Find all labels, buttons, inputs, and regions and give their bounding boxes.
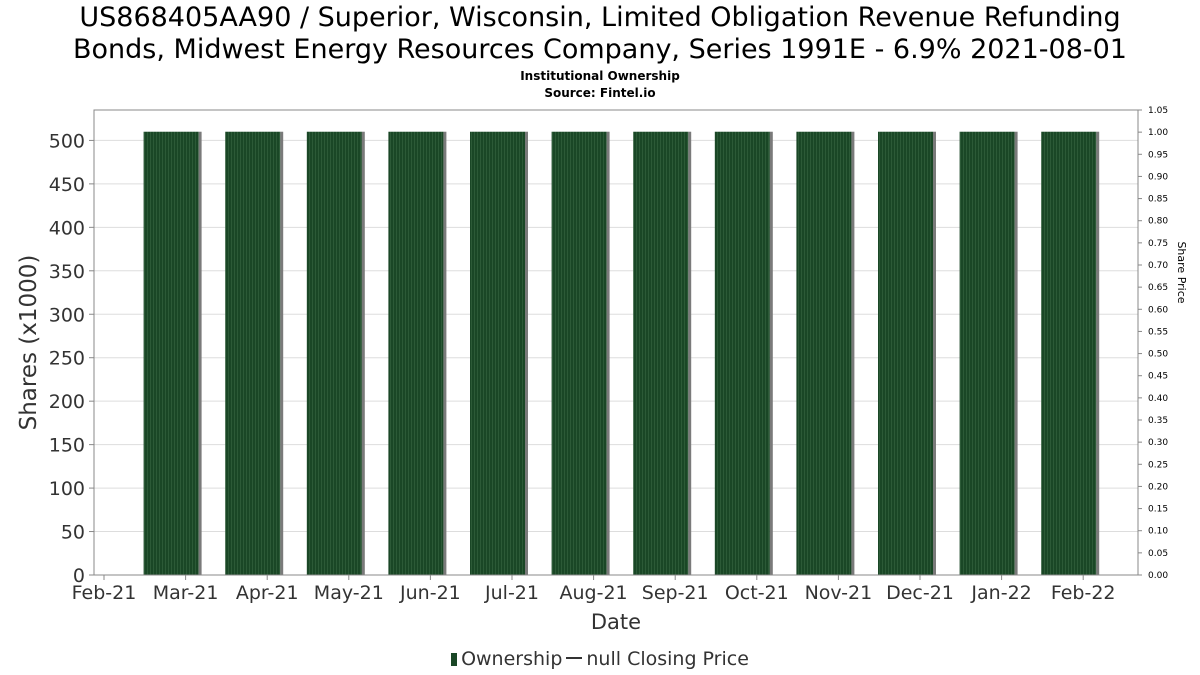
legend-ownership-label: Ownership [461,648,563,670]
y2-tick-label: 0.55 [1148,327,1168,337]
y2-tick-label: 0.05 [1148,549,1168,559]
y2-tick-label: 0.80 [1148,217,1168,227]
ownership-bar [388,131,444,575]
ownership-bar [714,131,770,575]
chart-source: Source: Fintel.io [544,86,656,100]
chart-subtitle: Institutional Ownership [520,69,680,83]
y2-tick-label: 0.20 [1148,482,1168,492]
x-tick-label: Aug-21 [560,582,628,604]
y-tick-label: 300 [49,304,85,326]
ownership-bar [796,131,852,575]
y2-tick-label: 0.95 [1148,150,1168,160]
ownership-bar [470,131,525,575]
y-tick-label: 500 [49,130,85,152]
y2-tick-label: 1.05 [1148,106,1168,116]
x-tick-label: Dec-21 [886,582,954,604]
x-tick-label: Feb-21 [72,582,137,604]
ownership-bar [306,131,362,575]
bar-shadow [606,131,610,575]
y2-tick-label: 0.10 [1148,527,1168,537]
y-tick-label: 50 [61,522,85,544]
bar-shadow [851,131,855,575]
x-axis-title: Date [591,610,641,634]
y2-tick-label: 0.90 [1148,172,1168,182]
plot-frame [93,109,1139,576]
x-tick-label: Nov-21 [805,582,873,604]
y-tick-label: 400 [49,217,85,239]
y-tick-label: 250 [49,348,85,370]
x-tick-label: Jul-21 [484,582,539,604]
bar-shadow [1014,131,1018,575]
y2-tick-label: 0.65 [1148,283,1168,293]
y2-tick-label: 0.85 [1148,195,1168,205]
x-tick-label: Mar-21 [153,582,219,604]
x-tick-label: Feb-22 [1051,582,1116,604]
bar-shadow [688,131,692,575]
bar-shadow [769,131,773,575]
bar-shadow [1096,131,1100,575]
ownership-bar [143,131,199,575]
y2-tick-label: 0.30 [1148,438,1168,448]
y-tick-label: 100 [49,478,85,500]
y-tick-label: 0 [73,565,85,587]
y-tick-label: 200 [49,391,85,413]
bar-shadow [361,131,365,575]
y2-tick-label: 0.70 [1148,261,1168,271]
y2-tick-label: 0.35 [1148,416,1168,426]
x-tick-label: Jan-22 [970,582,1031,604]
y2-tick-label: 0.60 [1148,305,1168,315]
bar-shadow [280,131,284,575]
bar-shadow [443,131,447,575]
legend-ownership-swatch [451,653,458,666]
bar-shadow [933,131,936,575]
chart-title-line2: Bonds, Midwest Energy Resources Company,… [73,34,1127,65]
x-tick-label: Sep-21 [642,582,709,604]
y2-tick-label: 0.00 [1148,571,1168,581]
x-tick-label: May-21 [314,582,384,604]
y-axis-title: Shares (x1000) [16,255,42,431]
chart-legend: Ownership null Closing Price [0,648,1200,670]
ownership-bar [1041,131,1097,575]
x-tick-label: Jun-21 [399,582,461,604]
legend-price-line [566,657,583,659]
ownership-bar [551,131,607,575]
ownership-bar [878,131,933,575]
bar-shadow [525,131,528,575]
bar-shadow [198,131,202,575]
legend-price-label: null Closing Price [586,648,749,670]
y2-tick-label: 1.00 [1148,128,1168,138]
ownership-bar [959,131,1015,575]
y2-tick-label: 0.45 [1148,372,1168,382]
y2-tick-label: 0.75 [1148,239,1168,249]
ownership-bar [225,131,281,575]
x-tick-label: Apr-21 [236,582,299,604]
x-tick-label: Oct-21 [725,582,789,604]
y-tick-label: 150 [49,435,85,457]
y-tick-label: 350 [49,261,85,283]
y2-axis-title: Share Price [1175,241,1188,303]
y-tick-label: 450 [49,174,85,196]
y2-tick-label: 0.15 [1148,505,1168,515]
y2-tick-label: 0.50 [1148,350,1168,360]
chart-title-line1: US868405AA90 / Superior, Wisconsin, Limi… [79,2,1121,33]
y2-tick-label: 0.25 [1148,460,1168,470]
y2-tick-label: 0.40 [1148,394,1168,404]
ownership-bar [633,131,689,575]
